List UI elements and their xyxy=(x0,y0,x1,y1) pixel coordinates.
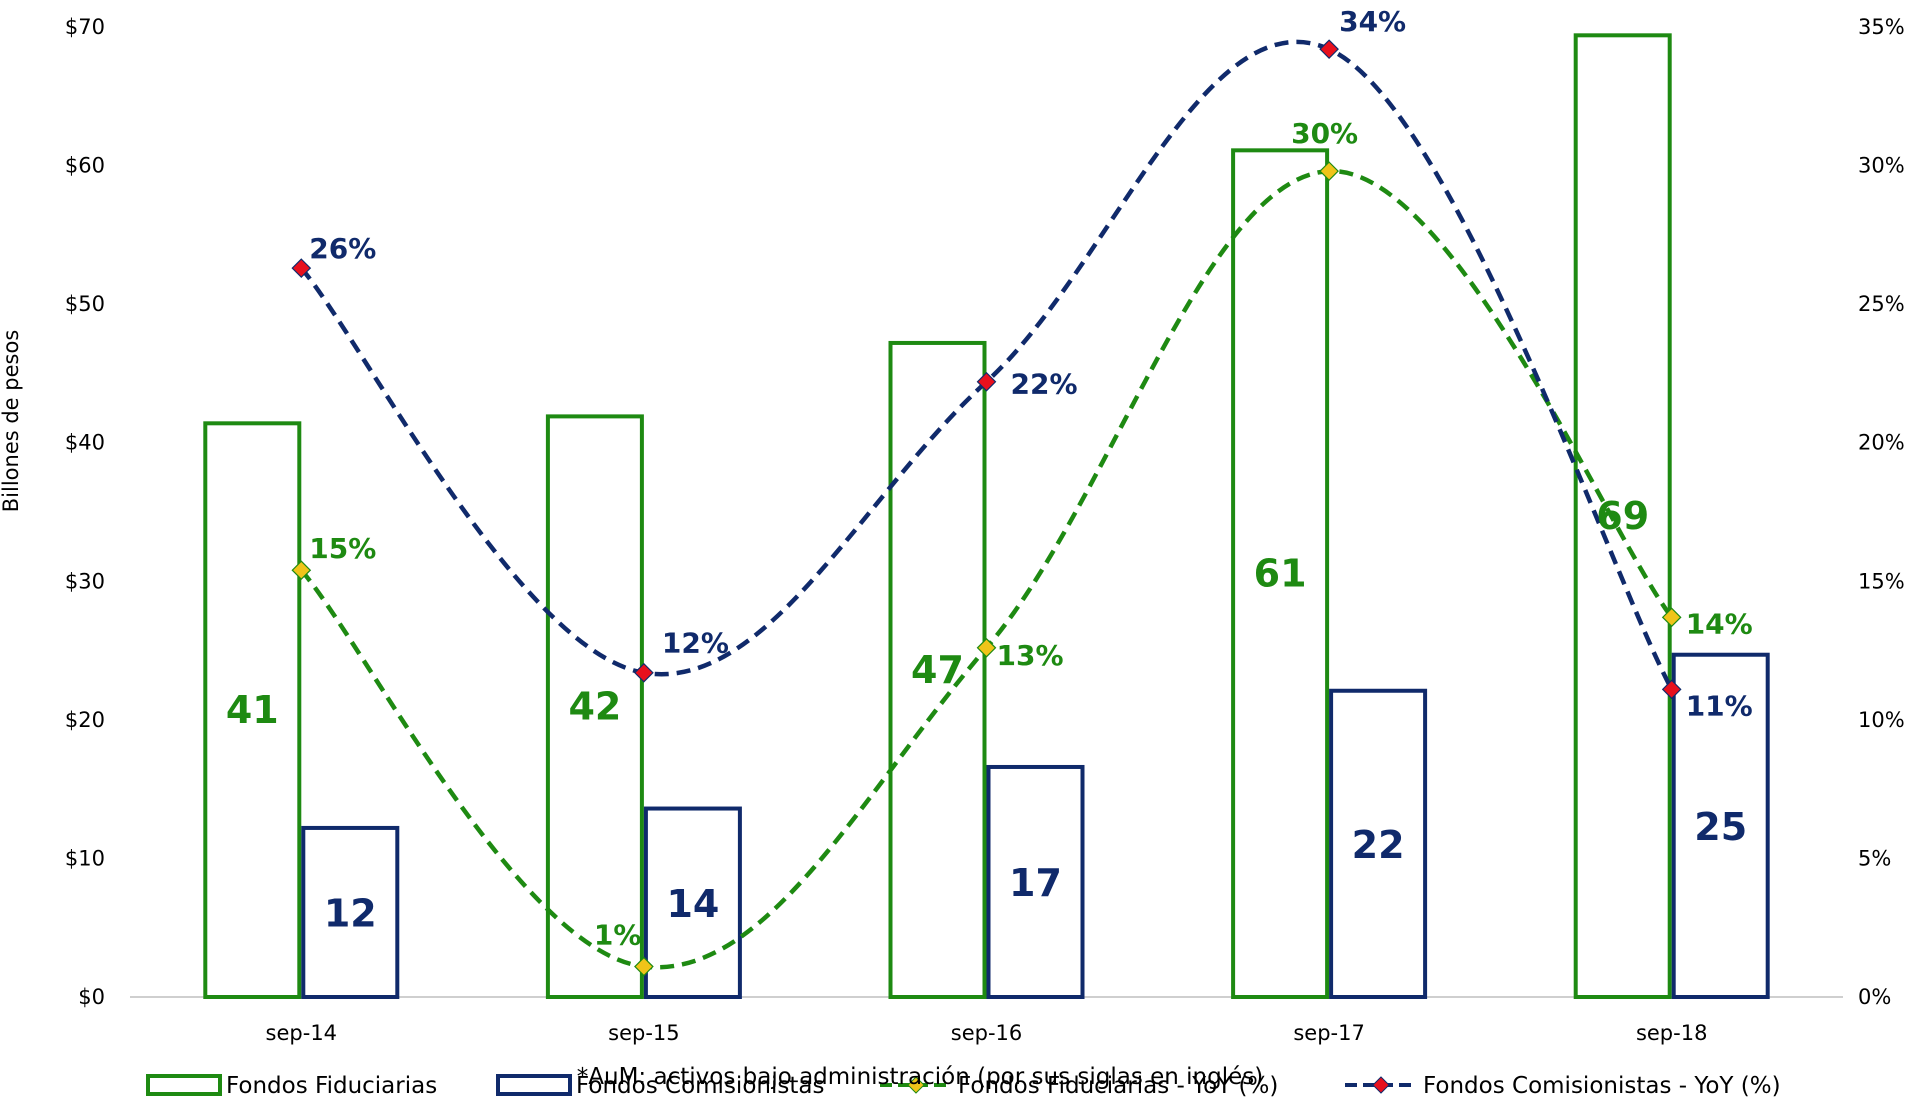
line-value-label: 14% xyxy=(1686,607,1753,640)
y2-tick-label: 0% xyxy=(1858,985,1891,1009)
legend-label: Fondos Fiduciarias xyxy=(226,1073,437,1099)
y2-tick-label: 35% xyxy=(1858,15,1905,39)
y2-tick-label: 5% xyxy=(1858,846,1891,870)
line-value-label: 22% xyxy=(1011,368,1078,401)
line-marker xyxy=(1319,161,1339,181)
line-value-label: 30% xyxy=(1291,117,1358,150)
line-marker xyxy=(1661,607,1682,628)
y-tick-label: $10 xyxy=(65,846,105,870)
bar-value-label: 17 xyxy=(1009,861,1062,905)
bar xyxy=(1329,688,1428,999)
x-tick-label: sep-14 xyxy=(266,1021,338,1045)
bar-value-label: 12 xyxy=(324,891,377,935)
y2-tick-label: 25% xyxy=(1858,292,1905,316)
legend-swatch xyxy=(146,1074,222,1096)
legend-label: Fondos Comisionistas xyxy=(576,1073,824,1099)
x-tick-label: sep-18 xyxy=(1636,1021,1708,1045)
line-value-label: 12% xyxy=(662,627,729,660)
line-marker xyxy=(634,956,654,977)
line-value-label: 11% xyxy=(1686,689,1753,722)
bar-value-label: 41 xyxy=(226,688,279,732)
bar xyxy=(643,806,742,999)
bar xyxy=(986,764,1085,999)
legend-label: Fondos Comisionistas - YoY (%) xyxy=(1423,1073,1781,1099)
legend-marker xyxy=(907,1076,925,1094)
line-marker xyxy=(976,637,997,658)
y-tick-label: $60 xyxy=(65,154,105,178)
line-marker xyxy=(1661,679,1682,700)
legend-label: Fondos Fiduciarias - YoY (%) xyxy=(958,1073,1278,1099)
y2-tick-label: 20% xyxy=(1858,431,1905,455)
bar-value-label: 61 xyxy=(1254,552,1307,596)
line-value-label: 13% xyxy=(997,639,1064,672)
line-marker xyxy=(291,258,312,278)
legend-marker xyxy=(1372,1076,1390,1094)
bar xyxy=(1671,652,1770,999)
bar xyxy=(301,825,400,1000)
line-value-label: 15% xyxy=(309,532,376,565)
y-tick-label: $20 xyxy=(65,708,105,732)
bar-value-label: 69 xyxy=(1596,494,1649,538)
bar-value-label: 42 xyxy=(568,685,621,729)
bar xyxy=(203,421,302,1000)
bar xyxy=(888,340,987,999)
y-tick-label: $40 xyxy=(65,431,105,455)
y-tick-label: $0 xyxy=(78,985,105,1009)
series-line xyxy=(299,39,1674,691)
y-tick-label: $50 xyxy=(65,292,105,316)
bar xyxy=(1573,33,1672,1000)
bar-value-label: 14 xyxy=(666,882,719,926)
bar xyxy=(545,414,644,999)
line-marker xyxy=(976,371,997,392)
bar-value-label: 47 xyxy=(911,648,964,692)
line-value-label: 1% xyxy=(594,919,642,952)
line-value-label: 34% xyxy=(1339,5,1406,38)
x-tick-label: sep-17 xyxy=(1293,1021,1365,1045)
legend-swatch xyxy=(496,1074,572,1096)
bar-value-label: 25 xyxy=(1694,805,1747,849)
y2-tick-label: 10% xyxy=(1858,708,1905,732)
line-marker xyxy=(634,662,654,683)
y-tick-label: $70 xyxy=(65,15,105,39)
y-tick-label: $30 xyxy=(65,569,105,593)
line-value-label: 26% xyxy=(309,232,376,265)
y2-tick-label: 15% xyxy=(1858,569,1905,593)
bar xyxy=(1231,148,1330,1000)
chart-footnote: *AuM: activos bajo administración (por s… xyxy=(577,1064,1263,1090)
line-marker xyxy=(1319,39,1339,60)
x-tick-label: sep-15 xyxy=(608,1021,680,1045)
bar-value-label: 22 xyxy=(1352,823,1405,867)
y-axis-title: Billones de pesos xyxy=(0,330,23,513)
y2-tick-label: 30% xyxy=(1858,154,1905,178)
line-marker xyxy=(291,560,312,581)
x-tick-label: sep-16 xyxy=(951,1021,1023,1045)
